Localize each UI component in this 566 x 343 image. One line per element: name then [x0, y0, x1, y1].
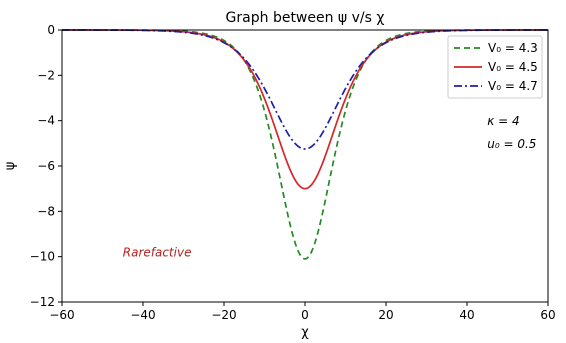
annotation: u₀ = 0.5	[487, 137, 536, 151]
y-axis-label: ψ	[3, 162, 18, 171]
y-axis: 0 −2 −4 −6 −8 −10 −12	[30, 23, 62, 309]
annotation: Rarefactive	[123, 246, 192, 260]
annotation: κ = 4	[487, 114, 519, 128]
y-tick-label: −8	[37, 204, 55, 218]
legend-box	[447, 35, 543, 99]
x-tick-label: 0	[301, 308, 309, 322]
x-tick-label: 60	[540, 308, 555, 322]
x-tick-label: −60	[49, 308, 74, 322]
y-tick-label: −10	[30, 250, 55, 264]
x-tick-label: −20	[211, 308, 236, 322]
legend-label: V₀ = 4.7	[488, 79, 538, 93]
y-tick-label: −6	[37, 159, 55, 173]
legend-label: V₀ = 4.5	[488, 60, 538, 74]
y-tick-label: −2	[37, 68, 55, 82]
y-tick-label: −4	[37, 114, 55, 128]
x-axis: −60 −40 −20 0 20 40 60	[49, 302, 556, 322]
y-tick-label: 0	[47, 23, 55, 37]
chart-title: Graph between ψ v/s χ	[226, 10, 385, 26]
annotations: κ = 4 u₀ = 0.5 Rarefactive	[123, 114, 537, 259]
legend-label: V₀ = 4.3	[488, 41, 538, 55]
x-tick-label: 40	[459, 308, 474, 322]
legend: V₀ = 4.3 V₀ = 4.5 V₀ = 4.7	[447, 35, 543, 99]
x-axis-label: χ	[301, 325, 309, 340]
y-tick-label: −12	[30, 295, 55, 309]
x-tick-label: −40	[130, 308, 155, 322]
x-tick-label: 20	[378, 308, 393, 322]
